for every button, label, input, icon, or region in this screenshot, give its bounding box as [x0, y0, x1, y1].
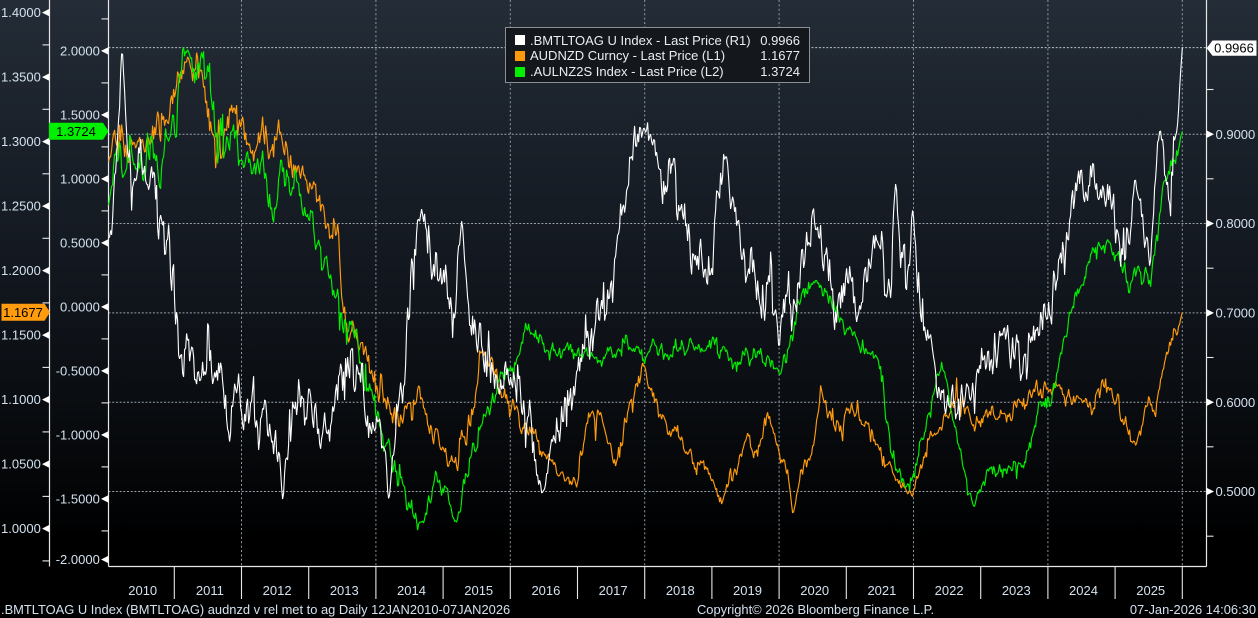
svg-text:2016: 2016 [531, 583, 560, 598]
svg-text:2019: 2019 [733, 583, 762, 598]
svg-text:2.0000: 2.0000 [60, 44, 100, 59]
svg-text:1.0000: 1.0000 [1, 521, 41, 536]
svg-text:-1.0000: -1.0000 [56, 428, 100, 443]
svg-text:2011: 2011 [196, 583, 224, 598]
svg-text:2017: 2017 [599, 583, 628, 598]
svg-text:1.5000: 1.5000 [60, 108, 100, 123]
svg-text:1.3500: 1.3500 [1, 70, 41, 85]
svg-text:2014: 2014 [397, 583, 426, 598]
svg-text:2018: 2018 [666, 583, 695, 598]
svg-text:-2.0000: -2.0000 [56, 552, 100, 567]
svg-text:1.4000: 1.4000 [1, 5, 41, 20]
svg-text:0.8000: 0.8000 [1216, 216, 1256, 231]
svg-text:2023: 2023 [1002, 583, 1031, 598]
svg-text:0.9966: 0.9966 [1214, 41, 1254, 56]
svg-text:0.7000: 0.7000 [1216, 306, 1256, 321]
svg-text:1.2000: 1.2000 [1, 263, 41, 278]
svg-text:-0.5000: -0.5000 [56, 364, 100, 379]
svg-text:0.5000: 0.5000 [1216, 484, 1256, 499]
svg-text:2025: 2025 [1136, 583, 1165, 598]
svg-text:1.0500: 1.0500 [1, 457, 41, 472]
svg-text:2013: 2013 [330, 583, 359, 598]
svg-text:0.6000: 0.6000 [1216, 395, 1256, 410]
svg-text:2015: 2015 [464, 583, 493, 598]
svg-text:1.1677: 1.1677 [3, 305, 43, 320]
svg-text:2010: 2010 [128, 583, 157, 598]
svg-text:1.2500: 1.2500 [1, 199, 41, 214]
svg-text:1.3724: 1.3724 [56, 124, 96, 139]
svg-text:1.1500: 1.1500 [1, 328, 41, 343]
svg-text:-1.5000: -1.5000 [56, 492, 100, 507]
svg-text:1.1000: 1.1000 [1, 392, 41, 407]
svg-text:1.0000: 1.0000 [60, 172, 100, 187]
svg-text:2021: 2021 [867, 583, 896, 598]
svg-text:2024: 2024 [1069, 583, 1098, 598]
svg-text:2012: 2012 [263, 583, 292, 598]
svg-text:0.9000: 0.9000 [1216, 127, 1256, 142]
svg-text:2022: 2022 [935, 583, 964, 598]
svg-text:0.0000: 0.0000 [60, 300, 100, 315]
svg-text:0.5000: 0.5000 [60, 236, 100, 251]
svg-text:2020: 2020 [800, 583, 829, 598]
svg-text:1.3000: 1.3000 [1, 134, 41, 149]
